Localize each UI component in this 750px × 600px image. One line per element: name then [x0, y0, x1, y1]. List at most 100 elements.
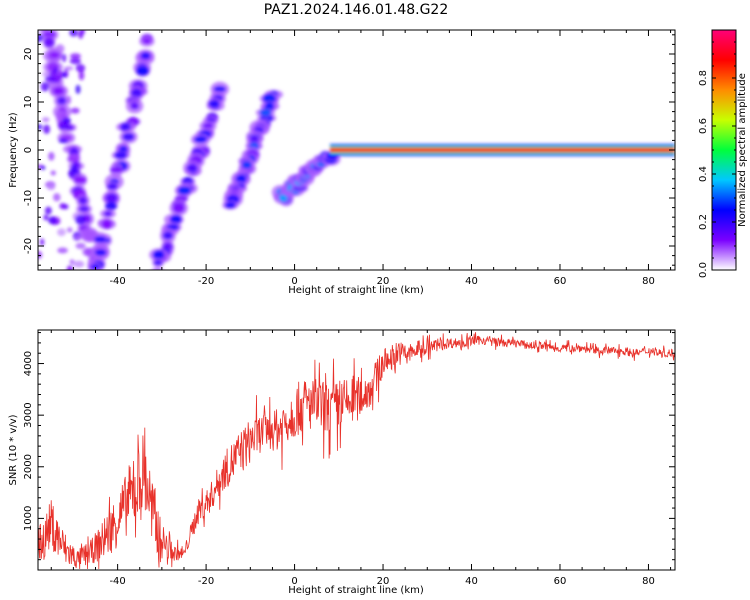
- colorbar-tick-label: 0.0: [698, 262, 709, 278]
- colorbar-tick-label: 0.4: [698, 166, 709, 182]
- spectrogram-blob: [152, 250, 165, 260]
- spectrogram-blob: [107, 183, 118, 190]
- spectrogram-noise-blob: [44, 206, 52, 215]
- spectrogram-blob: [177, 186, 191, 195]
- spectrogram-blob: [213, 86, 226, 93]
- spectrogram-blob: [194, 136, 207, 143]
- spectrogram-x-tick-label: 20: [377, 276, 390, 287]
- spectrogram-noise-blob: [69, 259, 75, 265]
- spectrogram-noise-blob: [56, 110, 63, 120]
- spectrogram-blob: [172, 203, 185, 213]
- spectrogram-noise-blob: [78, 70, 85, 81]
- spectrogram-noise-blob: [63, 119, 69, 130]
- spectrogram-blob: [101, 219, 112, 229]
- spectrogram-blob: [202, 123, 214, 129]
- spectrogram-noise-blob: [70, 107, 80, 114]
- spectrogram-noise-blob: [53, 193, 61, 202]
- spectrogram-blob: [241, 161, 252, 169]
- spectrogram-noise-blob: [57, 247, 68, 254]
- spectrogram-blob: [78, 196, 88, 205]
- spectrogram-noise-blob: [75, 242, 86, 250]
- snr-y-tick-label: 3000: [23, 402, 34, 427]
- spectrogram-noise-blob: [62, 203, 69, 210]
- spectrogram-noise-blob: [61, 72, 68, 78]
- spectrogram-x-tick-label: -40: [109, 276, 125, 287]
- colorbar-tick-label: 0.2: [698, 214, 709, 230]
- spectrogram-noise-blob: [48, 151, 55, 161]
- colorbar-ticks: 0.0 0.2 0.4 0.6 0.8: [698, 41, 736, 278]
- spectrogram-noise-blob: [39, 238, 45, 246]
- spectrogram-blob: [114, 151, 128, 159]
- spectrogram-ticks: -40 -20 0 20 40 60 80 -20 -10 0 10 20: [23, 30, 675, 287]
- spectrogram-blob: [94, 249, 107, 256]
- spectrogram-noise-blob: [40, 81, 50, 92]
- spectrogram-blob: [109, 167, 123, 173]
- spectrogram-blob: [208, 99, 220, 109]
- spectrogram-noise-blob: [75, 64, 86, 73]
- spectrogram-noise-blob: [42, 117, 50, 123]
- colorbar-tick-label: 0.6: [698, 118, 709, 134]
- spectrogram-x-tick-label: -20: [198, 276, 214, 287]
- snr-ticks: -40 -20 0 20 40 60 80 1000 2000 3000 4000: [23, 330, 675, 587]
- spectrogram-noise-blob: [57, 228, 66, 237]
- spectrogram-blob: [224, 202, 236, 209]
- spectrogram-blob: [151, 267, 164, 270]
- snr-x-tick-label: 20: [377, 576, 390, 587]
- spectrogram-noise-blob: [66, 227, 73, 233]
- snr-x-tick-label: 40: [465, 576, 478, 587]
- spectrogram-x-tick-label: 80: [642, 276, 655, 287]
- spectrogram-blob: [131, 88, 142, 98]
- spectrogram-x-tick-label: 40: [465, 276, 478, 287]
- spectrogram-blob: [105, 193, 118, 203]
- colorbar: 0.0 0.2 0.4 0.6 0.8 Normalized spectral ampl…: [698, 29, 748, 278]
- spectrogram-noise-blob: [47, 184, 56, 191]
- spectrogram-x-tick-label: 60: [554, 276, 567, 287]
- spectrogram-noise-blob: [43, 124, 51, 134]
- spectrogram-blob: [120, 122, 130, 132]
- spectrogram-blob: [136, 65, 149, 76]
- spectrogram-blob: [105, 201, 117, 211]
- spectrogram-blob: [153, 271, 162, 277]
- spectrogram-carrier-core: [329, 147, 675, 153]
- spectrogram-noise-blob: [75, 214, 86, 225]
- spectrogram-noise-blob: [69, 153, 80, 159]
- spectrogram-noise-blob: [71, 164, 78, 174]
- spectrogram-noise-blob: [61, 53, 67, 63]
- spectrogram-noise-blob: [50, 170, 56, 176]
- spectrogram-noise-blob: [38, 124, 43, 130]
- spectrogram-blob: [74, 176, 87, 184]
- spectrogram-noise-blob: [75, 235, 82, 240]
- snr-panel: -40 -20 0 20 40 60 80 1000 2000 3000 4000 Height o…: [8, 329, 676, 596]
- spectrogram-blob: [142, 38, 151, 44]
- spectrogram-noise-blob: [44, 76, 57, 82]
- snr-x-axis-label: Height of straight line (km): [288, 585, 424, 596]
- spectrogram-blob: [153, 260, 163, 266]
- colorbar-tick-label: 0.8: [698, 70, 709, 86]
- spectrogram-blob: [170, 214, 182, 224]
- colorbar-gradient: [711, 29, 737, 271]
- snr-x-tick-label: 0: [291, 576, 297, 587]
- snr-x-tick-label: 60: [554, 576, 567, 587]
- spectrogram-blob: [53, 87, 65, 95]
- spectrogram-noise-blob: [40, 165, 46, 170]
- spectrogram-blob: [39, 22, 50, 29]
- spectrogram-y-axis-label: Frequency (Hz): [8, 112, 19, 188]
- spectrogram-blob: [103, 210, 113, 217]
- spectrogram-noise-blob: [38, 250, 43, 259]
- spectrogram-blob: [262, 93, 276, 104]
- spectrogram-y-tick-label: -10: [23, 190, 34, 206]
- spectrogram-panel: -40 -20 0 20 40 60 80 -20 -10 0 10 20 Height of str…: [8, 22, 676, 296]
- spectrogram-blob: [140, 52, 151, 60]
- spectrogram-y-tick-label: 0: [23, 147, 34, 153]
- spectrogram-noise-blob: [52, 67, 59, 74]
- snr-y-tick-label: 1000: [23, 506, 34, 531]
- spectrogram-blob: [186, 164, 198, 173]
- snr-y-tick-label: 2000: [23, 454, 34, 479]
- snr-x-tick-label: -40: [109, 576, 125, 587]
- spectrogram-blob: [50, 51, 60, 58]
- spectrogram-y-tick-label: 20: [23, 48, 34, 61]
- spectrogram-noise-blob: [42, 71, 50, 77]
- spectrogram-blob: [78, 206, 90, 212]
- spectrogram-noise-blob: [69, 53, 82, 60]
